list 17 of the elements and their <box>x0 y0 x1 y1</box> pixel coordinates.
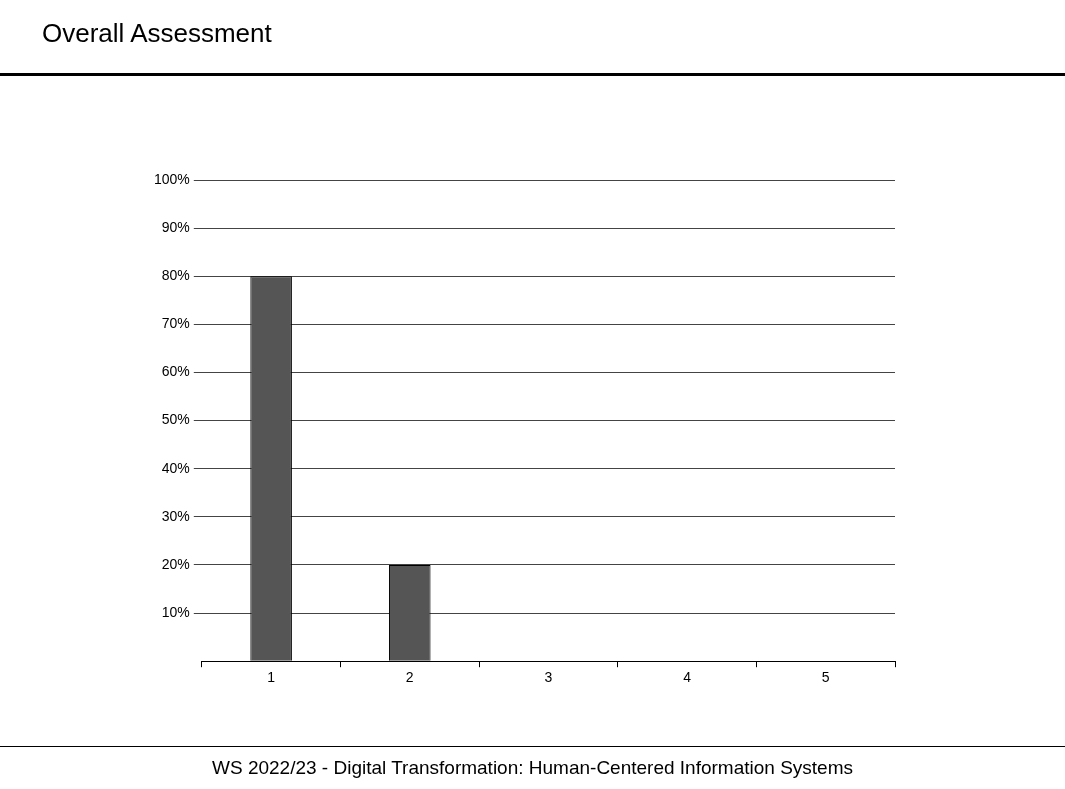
y-tick-label: 60% <box>161 363 190 380</box>
y-tick-label: 10% <box>161 603 190 620</box>
y-tick-label: 80% <box>161 267 190 284</box>
y-tick-label: 40% <box>161 459 190 476</box>
text: WS 2022/23 - Digital Transformation: Human-Centered Information Systems <box>211 757 854 779</box>
chart-title: Overall Assessment <box>42 18 272 49</box>
y-tick-label: 30% <box>161 507 190 524</box>
y-tick-label: 90% <box>161 218 190 235</box>
x-tick-label: 2 <box>405 669 414 686</box>
x-tick-label: 3 <box>544 669 553 686</box>
x-tick-label: 1 <box>267 669 276 686</box>
y-tick-label: 100% <box>153 170 190 187</box>
x-tick-label: 5 <box>821 669 830 686</box>
y-tick-label: 20% <box>161 555 190 572</box>
y-tick-label: 70% <box>161 315 190 332</box>
y-tick-label: 50% <box>161 411 190 428</box>
x-tick-label: 4 <box>683 669 692 686</box>
